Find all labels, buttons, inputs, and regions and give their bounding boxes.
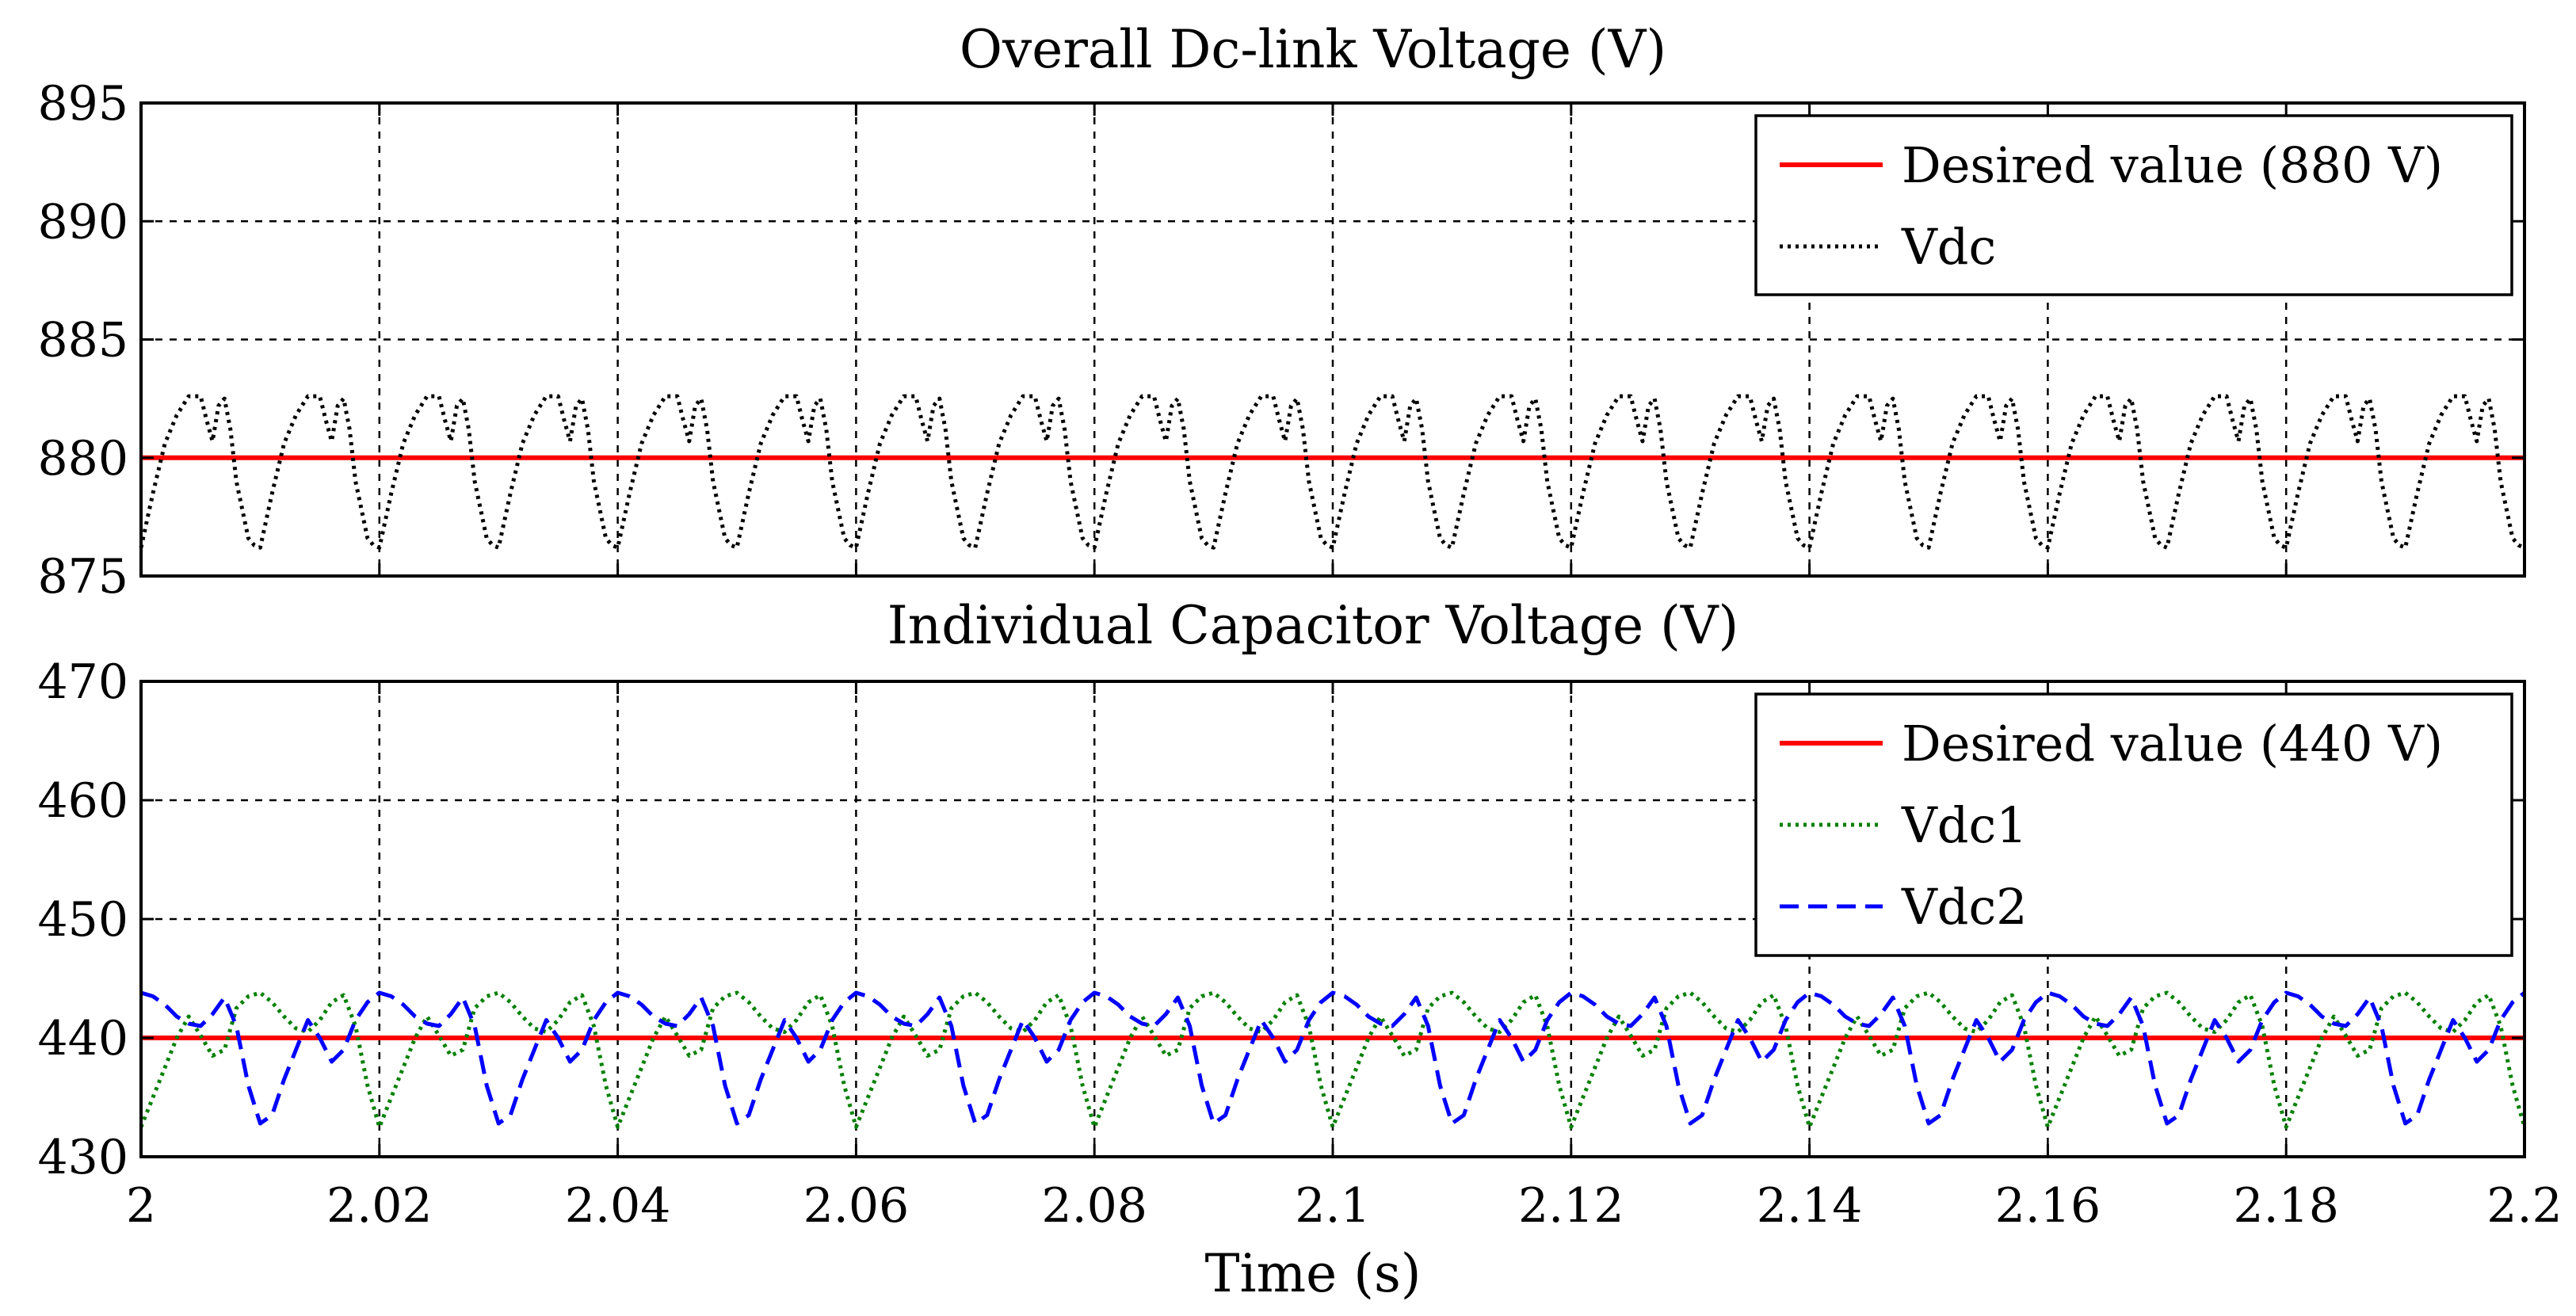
- x-tick-label: 2.02: [326, 1178, 433, 1234]
- legend-label: Desired value (880 V): [1902, 136, 2443, 194]
- y-tick-label: 875: [37, 549, 128, 605]
- series-vdc2: [140, 990, 2526, 1126]
- y-tick-label: 440: [37, 1011, 128, 1066]
- x-axis-label: Time (s): [1204, 1243, 1421, 1304]
- y-tick-label: 885: [37, 313, 128, 368]
- series-layer: [139, 990, 2527, 1129]
- y-tick-label: 450: [37, 892, 128, 948]
- chart-title: Individual Capacitor Voltage (V): [887, 595, 1739, 656]
- legend-label: Desired value (440 V): [1902, 715, 2443, 772]
- chart-title: Overall Dc-link Voltage (V): [960, 19, 1666, 80]
- y-tick-label: 430: [37, 1130, 128, 1185]
- panel-dc-link-voltage: Overall Dc-link Voltage (V) 875 880 885 890…: [37, 19, 2526, 605]
- x-tick-label: 2.04: [565, 1178, 671, 1234]
- series-layer: [139, 394, 2525, 550]
- legend: Desired value (880 V) Vdc: [1754, 114, 2513, 296]
- x-tick-label: 2.06: [803, 1178, 910, 1234]
- panel-capacitor-voltage: Individual Capacitor Voltage (V) 4304404…: [37, 595, 2562, 1304]
- y-tick-label: 890: [37, 194, 128, 250]
- y-tick-label: 460: [37, 773, 128, 829]
- legend: Desired value (440 V) Vdc1 Vdc2: [1754, 692, 2513, 957]
- y-axis: 875 880 885 890 895: [37, 76, 2526, 605]
- y-tick-label: 470: [37, 654, 128, 710]
- x-tick-label: 2.1: [1295, 1178, 1370, 1234]
- x-axis: 2 2.02 2.04 2.06 2.08 2.1 2.12 2.14 2.16 2.18 2.2: [126, 1178, 2563, 1234]
- x-tick-label: 2.18: [2233, 1178, 2339, 1234]
- legend-label: Vdc1: [1901, 796, 2028, 854]
- y-tick-label: 895: [37, 76, 128, 132]
- x-tick-label: 2.08: [1041, 1178, 1147, 1234]
- legend-label: Vdc2: [1901, 878, 2028, 936]
- legend-box: [1754, 692, 2513, 957]
- legend-label: Vdc: [1901, 218, 1996, 276]
- x-tick-label: 2: [126, 1178, 156, 1234]
- legend-box: [1754, 114, 2513, 296]
- x-tick-label: 2.14: [1757, 1178, 1863, 1234]
- x-tick-label: 2.12: [1518, 1178, 1624, 1234]
- y-axis: 430 440 450 460 470: [37, 654, 2526, 1185]
- x-tick-label: 2.2: [2486, 1178, 2562, 1234]
- y-tick-label: 880: [37, 431, 128, 486]
- x-tick-label: 2.16: [1995, 1178, 2101, 1234]
